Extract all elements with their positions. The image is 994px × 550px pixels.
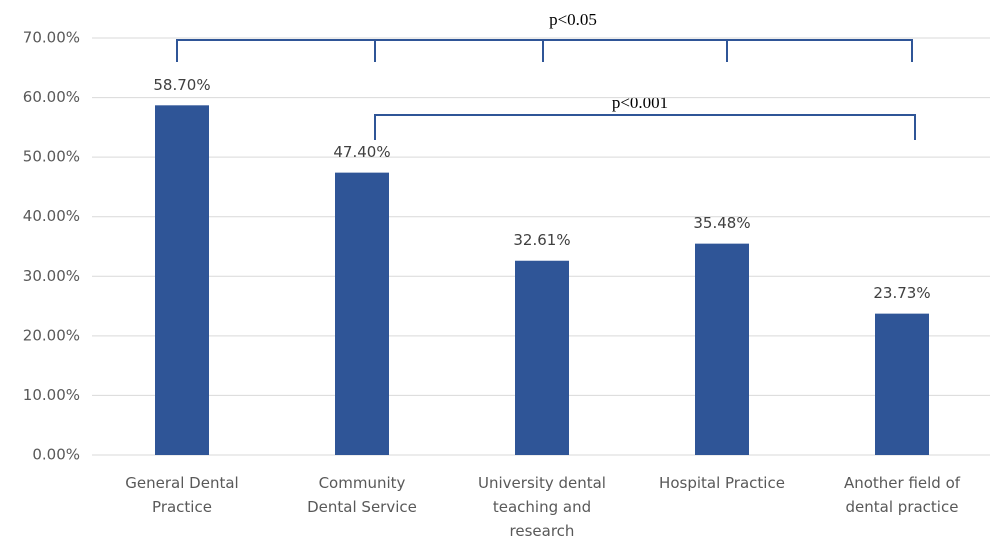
- y-tick-label: 0.00%: [32, 446, 80, 464]
- y-tick-label: 70.00%: [23, 29, 80, 47]
- annotation: p<0.05: [549, 10, 597, 29]
- x-tick-label: Another field of dental practice: [844, 474, 961, 516]
- y-tick-label: 30.00%: [23, 267, 80, 285]
- annotation: p<0.001: [612, 93, 668, 112]
- bracket: [374, 114, 916, 140]
- bar: [875, 313, 929, 455]
- value-label: 35.48%: [693, 214, 750, 232]
- x-tick-label: Community Dental Service: [307, 474, 417, 516]
- x-tick-label: Hospital Practice: [659, 474, 785, 492]
- y-tick-label: 40.00%: [23, 207, 80, 225]
- x-tick-label: University dental teaching and research: [478, 474, 606, 540]
- y-tick-label: 60.00%: [23, 88, 80, 106]
- y-tick-label: 10.00%: [23, 386, 80, 404]
- significance-brackets: [176, 39, 916, 140]
- value-label: 58.70%: [153, 76, 210, 94]
- y-tick-label: 50.00%: [23, 148, 80, 166]
- bar: [695, 243, 749, 455]
- value-label: 32.61%: [513, 231, 570, 249]
- x-tick-label: General Dental Practice: [125, 474, 238, 516]
- bar: [335, 172, 389, 456]
- bar: [515, 260, 569, 455]
- value-label: 47.40%: [333, 143, 390, 161]
- bracket: [176, 39, 913, 62]
- value-label: 23.73%: [873, 284, 930, 302]
- bar: [155, 105, 209, 456]
- y-tick-label: 20.00%: [23, 326, 80, 344]
